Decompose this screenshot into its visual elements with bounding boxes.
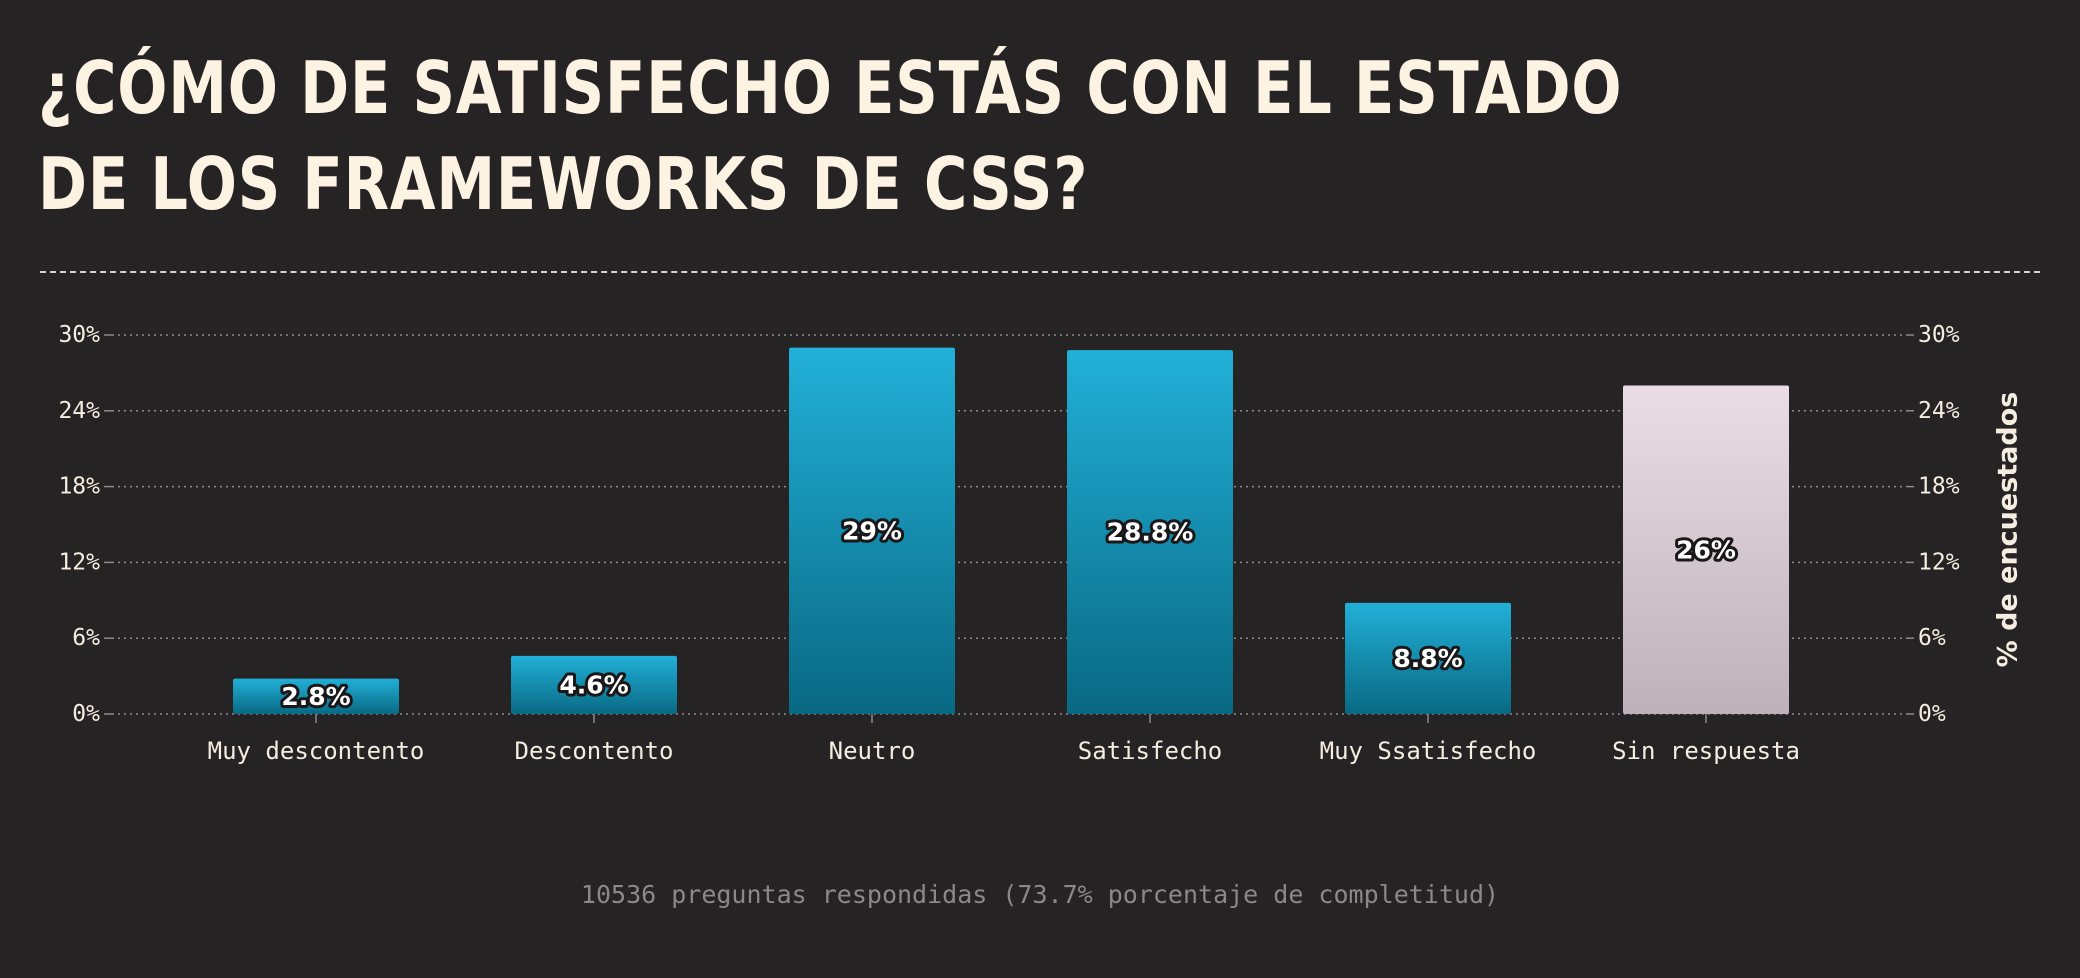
y-tick-label-left: 6% [72, 625, 100, 651]
y-tick-label-left: 0% [72, 701, 100, 727]
bar [511, 655, 677, 714]
bar [1067, 350, 1233, 714]
bar [233, 678, 399, 714]
bar [1623, 385, 1789, 714]
x-axis: Muy descontento Descontento Neutro Satisfec… [208, 714, 1800, 765]
y-tick-label-right: 12% [1918, 549, 1960, 575]
bar [789, 347, 955, 714]
y-tick-label-right: 24% [1918, 398, 1960, 424]
y-tick-label-left: 30% [58, 322, 100, 348]
y-tick-label-left: 24% [58, 398, 100, 424]
x-tick-label: Satisfecho [1078, 737, 1223, 765]
footer-note: 10536 preguntas respondidas (73.7% porce… [580, 880, 1500, 909]
y-tick-label-right: 6% [1918, 625, 1946, 651]
bar-value-label: 8.8% [1393, 644, 1462, 673]
y-axis-left: 0% 6% 12% 18% 24% 30% [58, 322, 112, 727]
y-axis-label: % de encuestados [1993, 392, 2024, 668]
bar [1345, 602, 1511, 714]
chart-title: ¿Cómo de satisfecho estás con el estado … [38, 46, 1623, 226]
bar-value-label: 29% [842, 516, 902, 545]
y-tick-label-left: 12% [58, 549, 100, 575]
y-tick-label-right: 30% [1918, 322, 1960, 348]
y-tick-label-right: 0% [1918, 701, 1946, 727]
bar-chart: 0% 6% 12% 18% 24% 30% 0% 6% 12% 18% 24% 30% 2.8% 4.… [58, 322, 2024, 765]
bar-value-label: 28.8% [1107, 518, 1194, 547]
bar-value-label: 26% [1676, 535, 1736, 564]
bar-value-label: 2.8% [281, 682, 350, 711]
x-tick-label: Muy Ssatisfecho [1320, 737, 1537, 765]
x-tick-label: Descontento [515, 737, 674, 765]
y-tick-label-right: 18% [1918, 474, 1960, 500]
bar-value-label: 4.6% [559, 670, 628, 699]
y-tick-label-left: 18% [58, 474, 100, 500]
x-tick-label: Neutro [829, 737, 916, 765]
x-tick-label: Sin respuesta [1612, 737, 1800, 765]
x-tick-label: Muy descontento [208, 737, 425, 765]
y-axis-right: 0% 6% 12% 18% 24% 30% [1906, 322, 1960, 727]
title-divider [40, 271, 2040, 273]
bars: 2.8% 4.6% 29% 28.8% 8.8% 26% [233, 347, 1789, 714]
grid-lines [112, 334, 1906, 715]
